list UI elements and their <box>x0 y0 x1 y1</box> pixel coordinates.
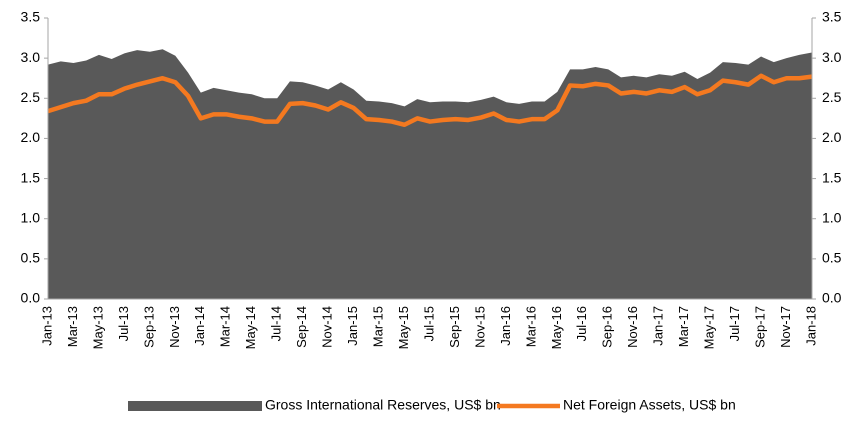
x-tick-label: Jan-16 <box>498 306 513 346</box>
x-tick-label: Mar-14 <box>218 306 233 347</box>
y2-tick-label: 0.5 <box>822 250 842 266</box>
x-tick-label: Jan-18 <box>803 306 818 346</box>
y-tick-label: 2.5 <box>21 89 41 105</box>
y-tick-label: 3.5 <box>21 9 41 25</box>
x-tick-label: Jul-14 <box>269 306 284 341</box>
x-tick-label: Jan-17 <box>651 306 666 346</box>
line <box>47 73 813 128</box>
x-tick-label: Sep-17 <box>753 306 768 348</box>
y-tick-label: 2.0 <box>21 129 41 145</box>
x-tick-label: May-16 <box>549 306 564 349</box>
x-tick-label: Jul-17 <box>727 306 742 341</box>
x-tick-label: May-17 <box>702 306 717 349</box>
x-tick-label: Sep-13 <box>141 306 156 348</box>
x-tick-label: Jul-16 <box>574 306 589 341</box>
legend-swatch <box>128 401 262 411</box>
y2-tick-label: 0.0 <box>822 290 842 306</box>
y2-tick-label: 2.5 <box>822 89 842 105</box>
y2-tick-label: 1.5 <box>822 169 842 185</box>
x-tick-label: Mar-13 <box>65 306 80 347</box>
y-tick-label: 0.5 <box>21 250 41 266</box>
x-tick-label: Jan-13 <box>39 306 54 346</box>
x-tick-label: May-14 <box>243 306 258 349</box>
x-tick-label: Nov-16 <box>625 306 640 348</box>
y-tick-label: 1.5 <box>21 169 41 185</box>
legend-label: Gross International Reserves, US$ bn <box>265 397 501 413</box>
legend-label: Net Foreign Assets, US$ bn <box>563 397 736 413</box>
x-tick-label: Mar-15 <box>371 306 386 347</box>
x-tick-label: Sep-14 <box>294 306 309 348</box>
x-tick-label: Jan-14 <box>192 306 207 346</box>
y2-tick-label: 3.5 <box>822 9 842 25</box>
y-tick-label: 0.0 <box>21 290 41 306</box>
x-tick-label: Jul-13 <box>116 306 131 341</box>
x-tick-label: May-13 <box>90 306 105 349</box>
x-tick-label: Nov-13 <box>167 306 182 348</box>
x-tick-label: Mar-16 <box>523 306 538 347</box>
x-tick-label: Nov-14 <box>320 306 335 348</box>
x-tick-label: Sep-16 <box>600 306 615 348</box>
x-tick-label: Nov-17 <box>778 306 793 348</box>
y2-tick-label: 2.0 <box>822 129 842 145</box>
y2-tick-label: 1.0 <box>822 209 842 225</box>
x-tick-label: Sep-15 <box>447 306 462 348</box>
area <box>48 49 812 299</box>
x-tick-label: Jan-15 <box>345 306 360 346</box>
y-tick-label: 1.0 <box>21 209 41 225</box>
x-tick-label: Mar-17 <box>676 306 691 347</box>
x-tick-label: Nov-15 <box>472 306 487 348</box>
x-tick-label: Jul-15 <box>421 306 436 341</box>
x-tick-label: May-15 <box>396 306 411 349</box>
y-tick-label: 3.0 <box>21 49 41 65</box>
y2-tick-label: 3.0 <box>822 49 842 65</box>
